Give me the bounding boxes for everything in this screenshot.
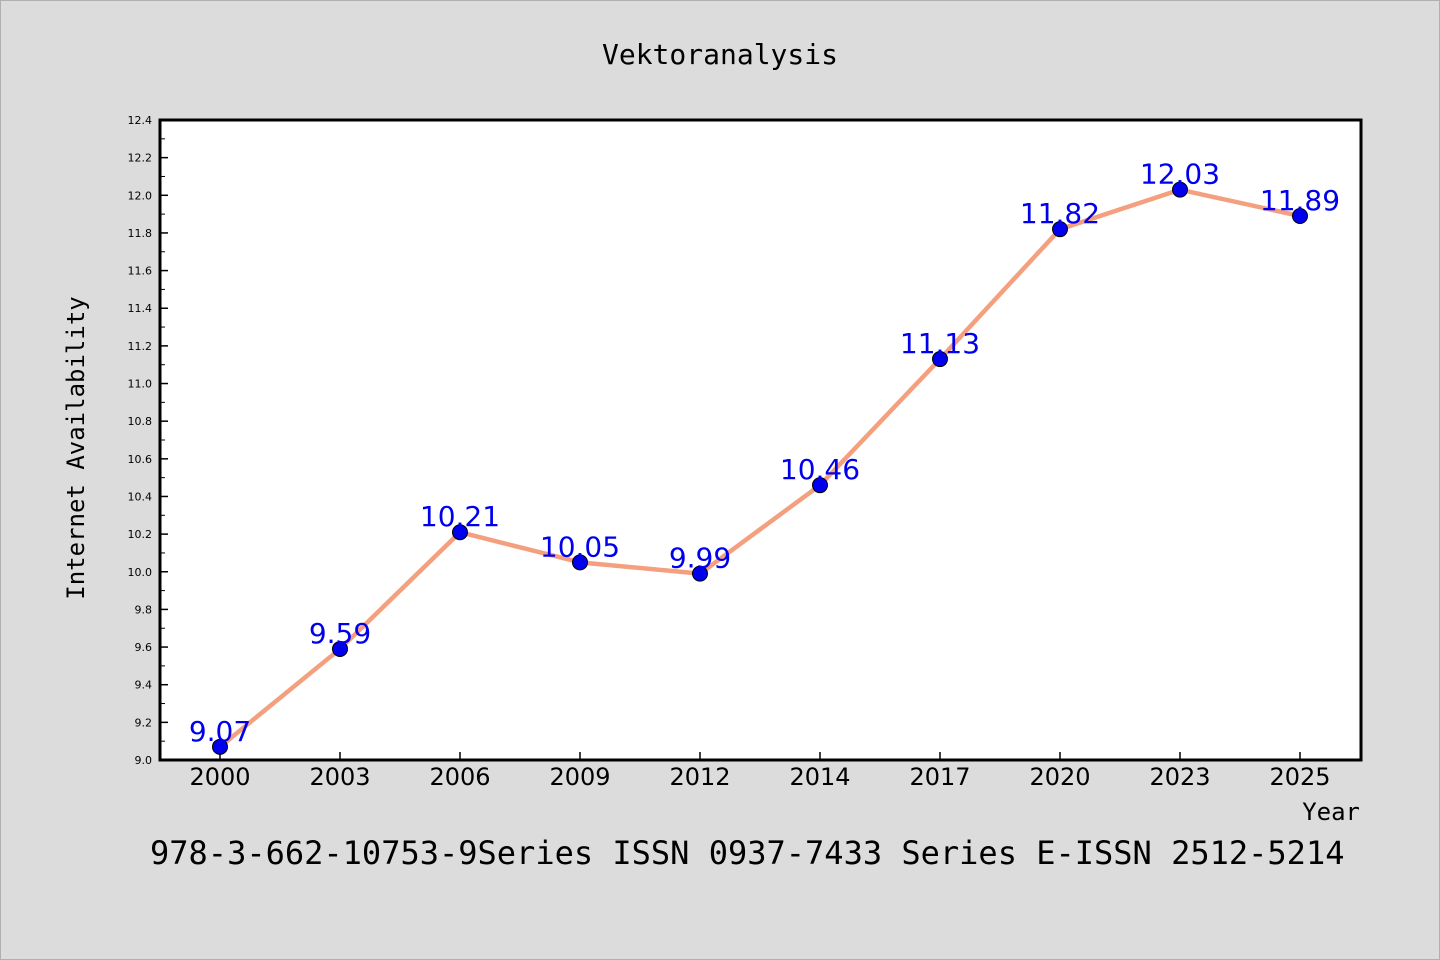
y-tick-label: 9.4 <box>135 679 153 692</box>
y-tick-label: 12.4 <box>128 114 153 127</box>
x-tick-label: 2017 <box>909 763 970 791</box>
y-tick-label: 10.2 <box>128 528 153 541</box>
chart-title: Vektoranalysis <box>602 38 838 71</box>
data-label: 9.59 <box>309 617 371 650</box>
y-tick-label: 9.0 <box>135 754 153 767</box>
y-tick-label: 9.6 <box>135 641 153 654</box>
x-tick-label: 2020 <box>1029 763 1090 791</box>
y-tick-label: 11.4 <box>128 302 153 315</box>
data-point <box>212 738 228 755</box>
y-tick-label: 10.4 <box>128 490 153 503</box>
footer-text: 978-3-662-10753-9Series ISSN 0937-7433 S… <box>150 834 1344 872</box>
data-point <box>572 554 588 571</box>
series-line <box>217 187 1303 750</box>
data-point <box>932 351 948 368</box>
data-point <box>1172 181 1188 198</box>
data-label: 10.21 <box>420 500 500 533</box>
y-tick-label: 12.0 <box>128 189 153 202</box>
y-tick-label: 10.6 <box>128 453 153 466</box>
x-tick-label: 2012 <box>669 763 730 791</box>
y-axis-label: Internet Availability <box>62 296 90 599</box>
data-label: 11.82 <box>1020 197 1100 230</box>
data-label: 12.03 <box>1140 158 1220 191</box>
x-tick-label: 2006 <box>429 763 490 791</box>
y-tick-label: 9.8 <box>135 603 153 616</box>
y-tick-label: 9.2 <box>135 716 153 729</box>
x-tick-label: 2000 <box>189 763 250 791</box>
data-label: 9.07 <box>189 715 251 748</box>
x-tick-label: 2025 <box>1269 763 1330 791</box>
x-tick-label: 2023 <box>1149 763 1210 791</box>
x-tick-label: 2003 <box>309 763 370 791</box>
plot-area <box>158 118 1363 762</box>
y-tick-label: 11.6 <box>128 265 153 278</box>
x-axis-label: Year <box>1302 798 1360 826</box>
y-tick-label: 10.0 <box>128 566 153 579</box>
data-label: 11.13 <box>900 327 980 360</box>
y-tick-label: 12.2 <box>128 152 153 165</box>
y-tick-label: 11.0 <box>128 378 153 391</box>
y-tick-label: 11.2 <box>128 340 153 353</box>
data-label: 11.89 <box>1260 184 1340 217</box>
data-point <box>692 565 708 582</box>
data-point <box>1292 208 1308 224</box>
data-label: 9.99 <box>669 542 731 575</box>
data-point <box>332 640 348 657</box>
y-axis: 9.0 9.2 9.4 9.6 9.8 10.0 10.2 10.4 10.6 10.8 11.0 1… <box>128 114 168 767</box>
data-point <box>452 524 468 541</box>
data-label: 10.46 <box>780 453 860 486</box>
x-tick-label: 2014 <box>789 763 850 791</box>
data-point <box>812 477 828 494</box>
data-point <box>1052 221 1068 238</box>
x-tick-label: 2009 <box>549 763 610 791</box>
y-tick-label: 11.8 <box>128 227 153 240</box>
series-layer: 9.07 9.59 10.21 10.05 9.99 10.46 11.13 11.82 12.… <box>189 158 1340 755</box>
data-label: 10.05 <box>540 530 620 563</box>
y-tick-label: 10.8 <box>128 415 153 428</box>
x-axis: 2000 2003 2006 2009 2012 2014 2017 2020 2023 2025 <box>189 752 1331 791</box>
